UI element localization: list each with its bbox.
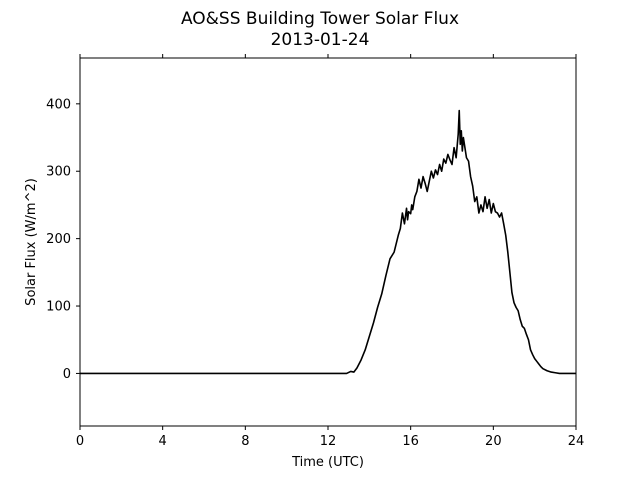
x-tick-label: 20 — [485, 434, 502, 449]
x-tick-label: 24 — [568, 434, 585, 449]
chart-title: AO&SS Building Tower Solar Flux — [181, 9, 459, 29]
x-tick-label: 8 — [241, 434, 249, 449]
y-axis: 0 100 200 300 400 — [46, 97, 80, 382]
x-tick-label: 4 — [159, 434, 167, 449]
x-tick-label: 0 — [76, 434, 84, 449]
x-axis-label: Time (UTC) — [291, 455, 364, 470]
series-line-0 — [80, 109, 576, 375]
x-tick-label: 16 — [402, 434, 419, 449]
y-axis-label: Solar Flux (W/m^2) — [24, 178, 39, 306]
x-tick-label: 12 — [320, 434, 337, 449]
chart-subtitle: 2013-01-24 — [271, 30, 370, 50]
y-tick-label: 300 — [46, 165, 71, 180]
y-tick-label: 400 — [46, 97, 71, 112]
y-tick-label: 200 — [46, 232, 71, 247]
y-tick-label: 100 — [46, 300, 71, 315]
plot-area — [80, 109, 576, 375]
y-tick-label: 0 — [63, 367, 71, 382]
x-axis: 0 4 8 12 16 20 24 — [76, 54, 584, 449]
plot-frame — [79, 57, 577, 427]
